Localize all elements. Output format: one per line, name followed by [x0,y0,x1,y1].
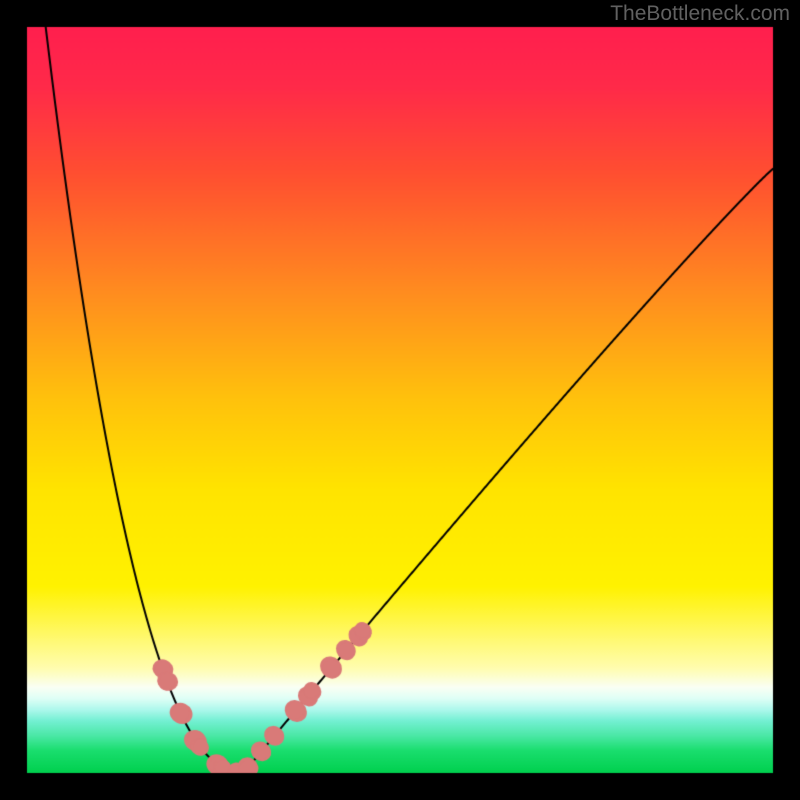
watermark-label: TheBottleneck.com [610,2,790,26]
bottleneck-chart [0,0,800,800]
